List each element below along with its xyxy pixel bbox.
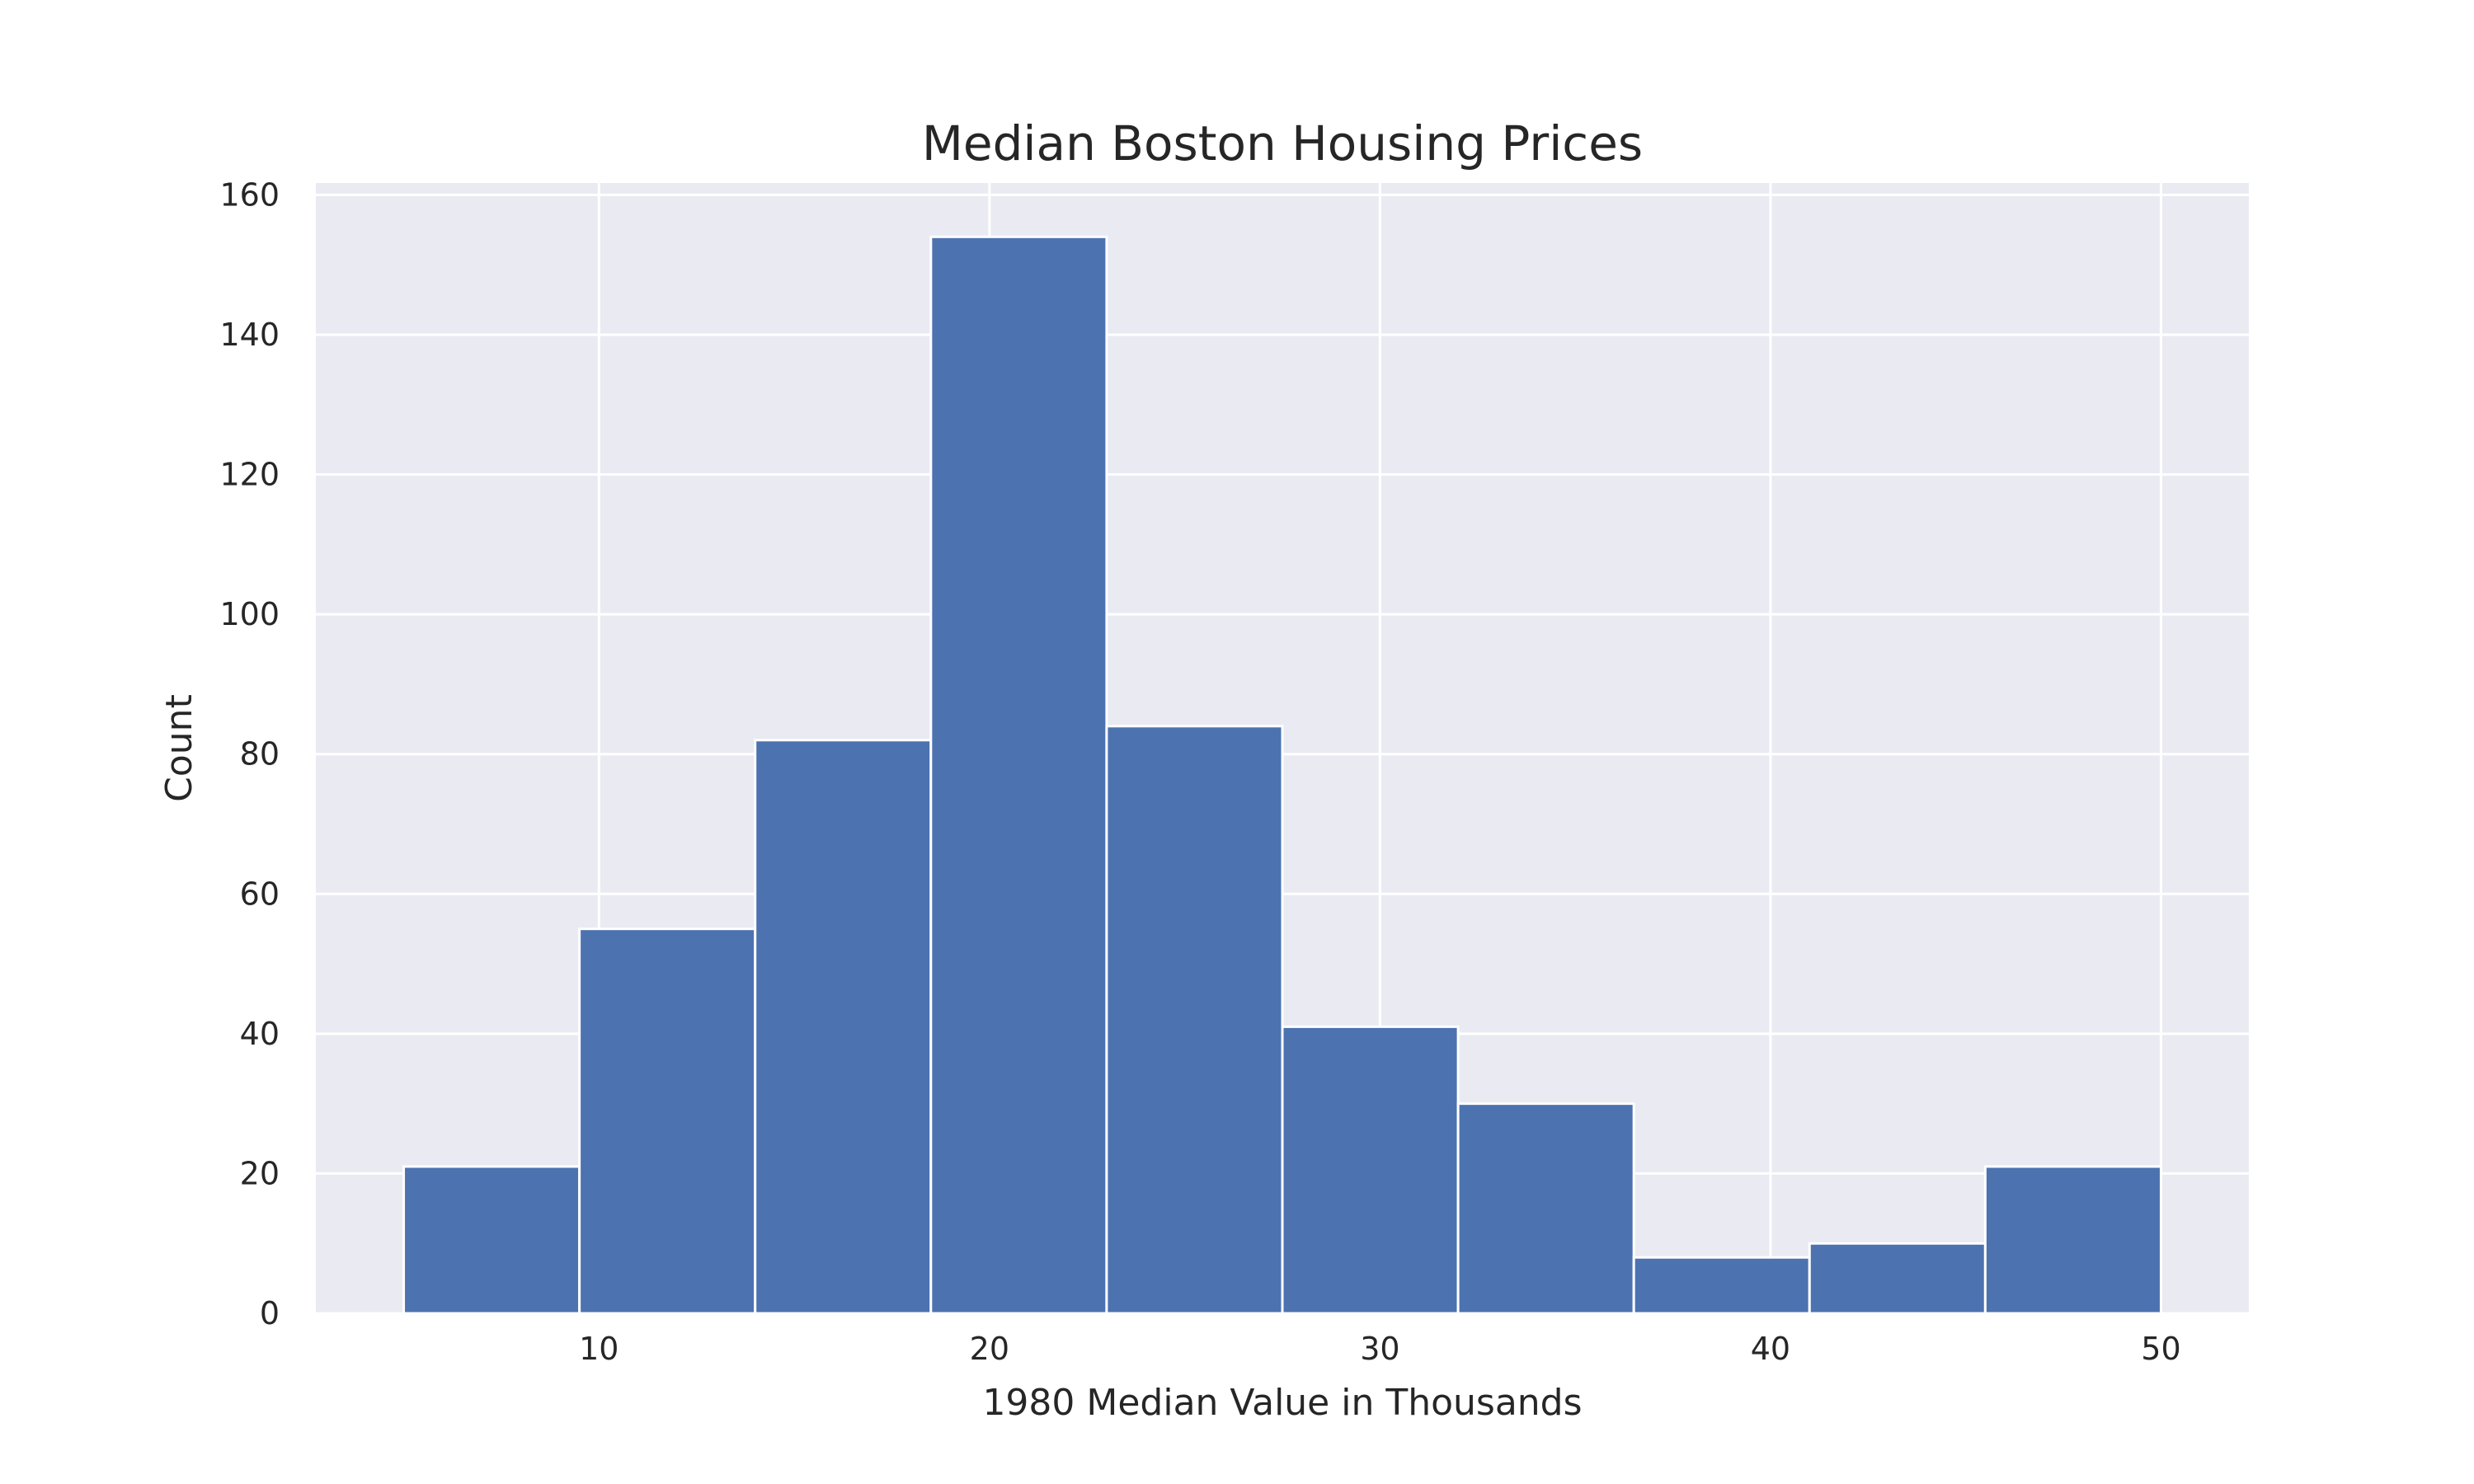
histogram-bar xyxy=(1105,725,1284,1315)
chart-title: Median Boston Housing Prices xyxy=(922,115,1643,171)
x-tick-label: 10 xyxy=(579,1331,618,1367)
histogram-bar xyxy=(1632,1256,1811,1315)
histogram-bar xyxy=(1808,1242,1987,1315)
y-tick-label: 160 xyxy=(219,176,280,213)
y-tick-label: 40 xyxy=(240,1016,280,1052)
histogram-bar xyxy=(578,928,757,1315)
x-tick-label: 40 xyxy=(1751,1331,1790,1367)
y-tick-label: 80 xyxy=(240,736,280,773)
x-tick-label: 50 xyxy=(2141,1331,2180,1367)
histogram-bar xyxy=(929,235,1108,1315)
y-tick-label: 0 xyxy=(260,1295,280,1331)
histogram-bar xyxy=(1281,1025,1460,1315)
x-tick-label: 20 xyxy=(970,1331,1009,1367)
y-tick-label: 100 xyxy=(219,596,280,632)
histogram-bar xyxy=(402,1165,581,1315)
histogram-bar xyxy=(1983,1165,2162,1315)
x-axis-label: 1980 Median Value in Thousands xyxy=(982,1382,1582,1424)
y-tick-label: 120 xyxy=(219,457,280,493)
histogram-bar xyxy=(1456,1102,1635,1315)
bars xyxy=(402,235,2162,1315)
y-tick-labels: 0 20 40 60 80 100 120 140 160 xyxy=(219,176,280,1331)
x-tick-label: 30 xyxy=(1360,1331,1399,1367)
y-tick-label: 60 xyxy=(240,876,280,912)
y-tick-label: 140 xyxy=(219,317,280,353)
histogram-bar xyxy=(754,739,933,1315)
y-tick-label: 20 xyxy=(240,1155,280,1191)
y-axis-label: Count xyxy=(158,694,200,802)
x-tick-labels: 10 20 30 40 50 xyxy=(579,1331,2181,1367)
